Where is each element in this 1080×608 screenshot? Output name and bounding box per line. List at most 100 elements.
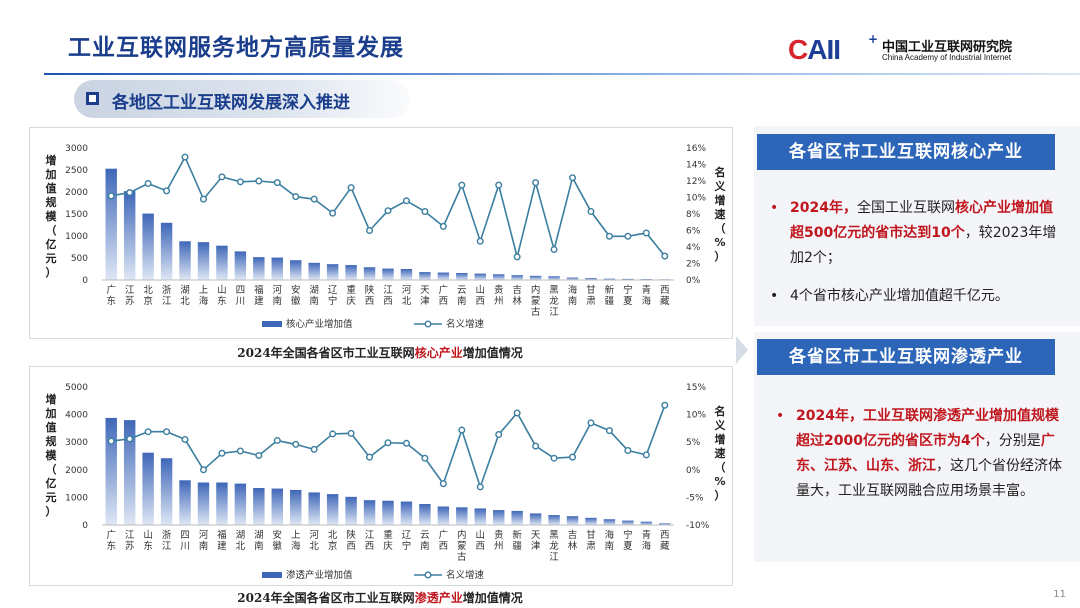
- category-label: 福建: [254, 284, 264, 307]
- growth-point: [163, 428, 171, 436]
- growth-point: [292, 193, 300, 201]
- core-bullet-1: • 2024年，全国工业互联网核心产业增加值超500亿元的省市达到10个，较202…: [770, 196, 1060, 271]
- growth-point: [107, 192, 115, 200]
- core-industry-chart: 0 500 1000 1500 2000 2500 3000 0% 2% 4% 6% 8% 10% 12%…: [45, 144, 727, 330]
- growth-point: [384, 207, 392, 215]
- category-label: 山西: [476, 285, 486, 307]
- category-label: 辽宁: [402, 529, 412, 552]
- growth-point: [218, 173, 226, 181]
- growth-point: [550, 245, 558, 253]
- bar: [253, 257, 265, 280]
- y-tick-label: 2000: [65, 188, 88, 198]
- category-label: 黑龙江: [549, 530, 559, 563]
- growth-point: [569, 453, 577, 461]
- growth-point: [236, 447, 244, 455]
- category-label: 甘肃: [586, 284, 596, 307]
- bar: [271, 488, 284, 525]
- bar: [566, 516, 579, 525]
- growth-point: [126, 435, 134, 443]
- growth-point: [181, 435, 189, 443]
- category-label: 湖南: [254, 530, 264, 552]
- y2-tick-label: 14%: [686, 161, 706, 171]
- bar: [622, 520, 634, 525]
- bar: [253, 488, 265, 525]
- growth-point: [532, 179, 540, 187]
- category-label: 广西: [439, 529, 449, 552]
- category-label: 吉林: [568, 530, 578, 552]
- growth-point: [495, 430, 503, 438]
- category-label: 湖北: [236, 530, 246, 552]
- section-subtitle: 各地区工业互联网发展深入推进: [112, 93, 350, 113]
- category-label: 内蒙古: [531, 284, 541, 318]
- growth-point: [458, 181, 466, 189]
- growth-point: [439, 222, 447, 230]
- bar: [566, 277, 579, 280]
- category-label: 山西: [476, 530, 486, 552]
- category-label: 河南: [273, 284, 283, 307]
- growth-point: [587, 208, 595, 216]
- category-label: 内蒙古: [457, 529, 467, 563]
- bar: [105, 168, 117, 280]
- y2-tick-label: 4%: [686, 243, 701, 253]
- growth-point: [402, 439, 410, 447]
- category-label: 西藏: [660, 285, 670, 307]
- legend-bar-swatch: [262, 321, 282, 327]
- bar: [216, 245, 228, 280]
- growth-point: [476, 237, 484, 245]
- growth-point: [236, 178, 244, 186]
- category-label: 湖南: [309, 285, 319, 307]
- y2-tick-label: 0%: [686, 466, 701, 476]
- core-industry-chart-frame: 0 500 1000 1500 2000 2500 3000 0% 2% 4% 6% 8% 10% 12%…: [29, 127, 733, 339]
- y-tick-label: 2500: [65, 166, 88, 176]
- y2-tick-label: 12%: [686, 177, 706, 187]
- growth-point: [347, 184, 355, 192]
- bar: [142, 452, 154, 525]
- bar: [474, 508, 486, 525]
- bar: [123, 420, 136, 525]
- y2-tick-label: 10%: [686, 411, 706, 421]
- bar: [197, 242, 210, 280]
- growth-point: [347, 429, 355, 437]
- category-label: 江苏: [125, 285, 135, 307]
- category-label: 吉林: [512, 285, 522, 307]
- y2-tick-label: 2%: [686, 260, 701, 270]
- bar: [400, 269, 413, 280]
- caii-logo: CAII + 中国工业互联网研究院 China Academy of Indus…: [788, 32, 1048, 66]
- bar: [585, 278, 597, 280]
- y-tick-label: 0: [82, 521, 88, 531]
- category-label: 浙江: [162, 529, 172, 552]
- category-label: 上海: [199, 285, 209, 307]
- logo-name-en: China Academy of Industrial Internet: [882, 53, 1011, 62]
- y2-tick-label: -5%: [686, 493, 704, 503]
- growth-point: [605, 427, 613, 435]
- growth-point: [439, 480, 447, 488]
- category-label: 青海: [642, 529, 652, 552]
- growth-point: [624, 232, 632, 240]
- growth-point: [199, 195, 207, 203]
- growth-point: [513, 253, 521, 261]
- category-label: 天津: [420, 285, 430, 307]
- category-label: 山东: [217, 285, 227, 307]
- category-label: 宁夏: [623, 284, 633, 307]
- growth-point: [421, 454, 429, 462]
- y-tick-label: 3000: [65, 438, 88, 448]
- category-label: 云南: [457, 285, 467, 307]
- bar: [326, 264, 339, 280]
- bar: [290, 260, 302, 280]
- bar: [160, 458, 173, 525]
- bar: [345, 496, 357, 525]
- bar: [640, 521, 653, 525]
- penetration-industry-heading: 各省区市工业互联网渗透产业: [757, 339, 1055, 375]
- growth-point: [107, 437, 115, 445]
- bar: [529, 275, 542, 280]
- category-label: 重庆: [346, 284, 356, 307]
- bar: [142, 213, 154, 280]
- growth-point: [661, 252, 669, 260]
- bar: [492, 510, 505, 525]
- core-bullet-2: • 4个省市核心产业增加值超千亿元。: [770, 284, 1060, 309]
- growth-point: [218, 449, 226, 457]
- penetration-chart-caption: 2024年全国各省区市工业互联网渗透产业增加值情况: [237, 591, 523, 605]
- category-label: 河北: [402, 284, 412, 307]
- y-tick-label: 0: [82, 276, 88, 286]
- bullet-dot-icon: •: [776, 408, 785, 424]
